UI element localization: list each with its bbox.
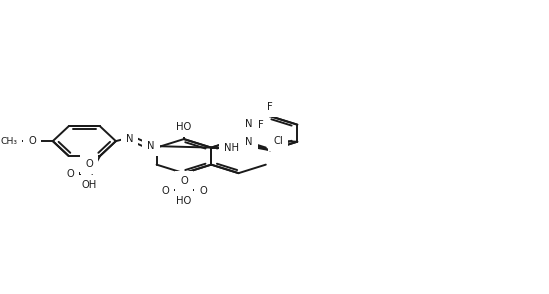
Text: O: O — [29, 136, 36, 146]
Text: N: N — [245, 119, 253, 129]
Text: O: O — [85, 159, 93, 169]
Text: F: F — [267, 102, 273, 112]
Text: N: N — [245, 137, 253, 147]
Text: CH₃: CH₃ — [1, 137, 18, 146]
Text: O: O — [199, 186, 207, 196]
Text: HO: HO — [176, 196, 192, 206]
Text: HO: HO — [176, 122, 192, 132]
Text: O: O — [161, 186, 169, 196]
Text: S: S — [86, 169, 92, 179]
Text: N: N — [148, 141, 155, 151]
Text: O: O — [180, 176, 188, 186]
Text: Cl: Cl — [273, 136, 283, 146]
Text: NH: NH — [225, 143, 239, 153]
Text: O: O — [66, 169, 74, 179]
Text: OH: OH — [82, 180, 97, 190]
Text: F: F — [258, 120, 264, 130]
Text: S: S — [181, 186, 187, 196]
Text: N: N — [126, 134, 133, 144]
